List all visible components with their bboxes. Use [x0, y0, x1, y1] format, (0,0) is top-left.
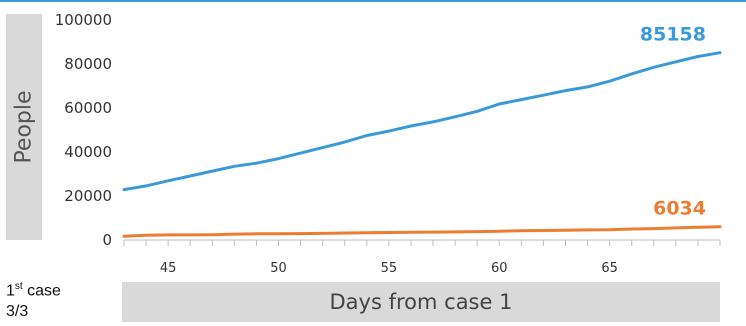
- line-chart: 0 20000 40000 60000 80000 100000 45 50 55 60 65 8…: [55, 11, 722, 276]
- series-group: 85158 6034: [122, 24, 722, 238]
- y-tick-label: 80000: [64, 55, 112, 73]
- x-axis-label: Days from case 1: [329, 290, 513, 314]
- x-tick-label: 50: [270, 261, 287, 276]
- y-tick-label: 0: [102, 231, 112, 249]
- x-tick-label: 65: [601, 261, 618, 276]
- x-tick-label: 60: [491, 261, 508, 276]
- footnote: 1st case 3/3: [6, 276, 61, 322]
- footnote-line-2: 3/3: [6, 303, 29, 321]
- y-axis: 0 20000 40000 60000 80000 100000: [55, 11, 112, 249]
- y-tick-label: 40000: [64, 143, 112, 161]
- series-line-2: [122, 225, 722, 238]
- footnote-line-1: 1st case: [6, 276, 61, 301]
- footnote-ordinal: st: [14, 281, 23, 292]
- top-rule: [0, 0, 746, 2]
- series-end-label-1: 85158: [640, 24, 706, 46]
- y-axis-label-box: [6, 14, 42, 240]
- y-tick-label: 20000: [64, 187, 112, 205]
- x-axis: 45 50 55 60 65: [123, 239, 721, 276]
- y-tick-label: 100000: [55, 11, 112, 29]
- footnote-text: case: [22, 282, 61, 300]
- y-axis-label: People: [11, 90, 37, 164]
- x-tick-label: 55: [381, 261, 398, 276]
- x-axis-label-box: Days from case 1: [122, 282, 720, 322]
- y-tick-label: 60000: [64, 99, 112, 117]
- series-line-1: [122, 51, 722, 192]
- series-end-label-2: 6034: [653, 198, 706, 220]
- x-tick-label: 45: [160, 261, 177, 276]
- footnote-number: 1: [6, 282, 15, 300]
